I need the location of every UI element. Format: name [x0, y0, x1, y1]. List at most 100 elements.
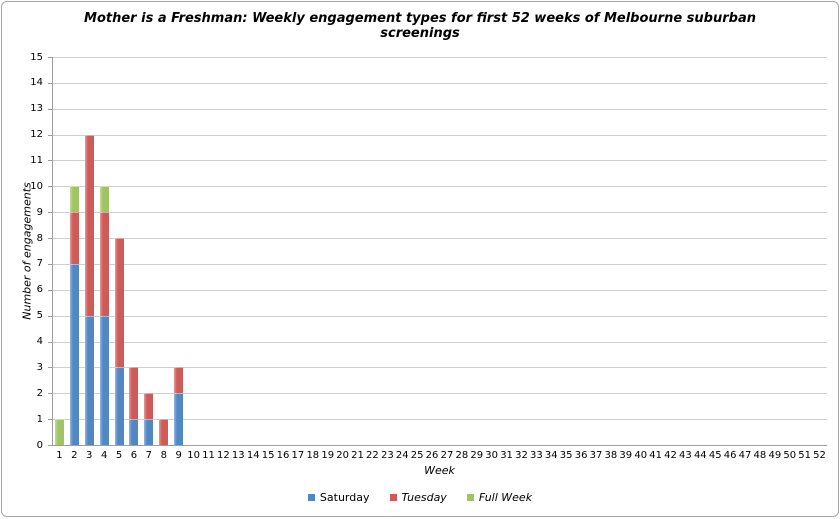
x-tick-label: 39: [619, 450, 633, 461]
x-tick-label: 52: [813, 450, 826, 461]
x-tick-label: 5: [115, 450, 123, 461]
x-tick-label: 23: [380, 450, 394, 461]
y-tick-label: 11: [30, 154, 43, 166]
gridline: [52, 108, 827, 110]
bar-segment-tuesday: [174, 367, 184, 394]
x-tick-label: 35: [559, 450, 573, 461]
y-tick-mark: [48, 289, 52, 291]
x-tick-label: 17: [291, 450, 305, 461]
gridline: [52, 263, 827, 265]
gridline: [52, 186, 827, 188]
y-tick-label: 3: [36, 361, 43, 373]
x-tick-label: 33: [529, 450, 543, 461]
x-tick-label: 24: [395, 450, 409, 461]
x-axis-line: [52, 445, 827, 446]
gridline: [52, 419, 827, 421]
bar-segment-saturday: [99, 315, 109, 445]
y-tick-mark: [48, 263, 52, 265]
y-tick-label: 13: [30, 103, 43, 115]
x-tick-label: 11: [202, 450, 215, 461]
y-tick-mark: [48, 445, 52, 446]
x-tick-label: 31: [500, 450, 513, 461]
gridline: [52, 289, 827, 291]
y-tick-mark: [48, 186, 52, 188]
x-tick-label: 10: [187, 450, 200, 461]
legend-item-full-week: Full Week: [466, 491, 532, 504]
x-tick-label: 8: [160, 450, 167, 461]
bar-segment-saturday: [129, 419, 139, 445]
gridline: [52, 57, 827, 58]
x-tick-label: 26: [425, 450, 439, 461]
x-tick-label: 30: [485, 450, 499, 461]
x-tick-label: 37: [589, 450, 603, 461]
gridline: [52, 160, 827, 162]
y-tick-label: 0: [36, 439, 43, 451]
y-tick-mark: [48, 108, 52, 110]
x-tick-label: 51: [798, 450, 811, 461]
x-tick-label: 22: [366, 450, 379, 461]
x-tick-label: 40: [634, 450, 648, 461]
gridline: [52, 393, 827, 395]
x-tick-label: 48: [753, 450, 767, 461]
chart-title: Mother is a Freshman: Weekly engagement …: [2, 11, 838, 41]
bar-segment-saturday: [174, 393, 184, 445]
y-tick-label: 10: [30, 180, 43, 192]
x-tick-label: 3: [86, 450, 93, 461]
x-tick-label: 45: [708, 450, 722, 461]
y-axis-line: [52, 57, 53, 445]
x-axis-title: Week: [424, 464, 455, 477]
gridline: [52, 315, 827, 317]
legend-swatch-icon: [466, 494, 474, 501]
x-tick-label: 13: [231, 450, 245, 461]
y-tick-label: 12: [30, 129, 43, 141]
bar-segment-tuesday: [84, 134, 94, 316]
x-tick-label: 21: [351, 450, 364, 461]
x-tick-label: 50: [783, 450, 797, 461]
gridline: [52, 341, 827, 343]
x-tick-label: 19: [321, 450, 335, 461]
x-tick-label: 32: [515, 450, 528, 461]
legend-label: Saturday: [319, 491, 370, 504]
x-tick-label: 46: [723, 450, 737, 461]
x-tick-label: 9: [175, 450, 182, 461]
x-tick-label: 27: [440, 450, 454, 461]
gridline: [52, 367, 827, 369]
x-tick-label: 47: [738, 450, 752, 461]
x-tick-label: 44: [693, 450, 707, 461]
gridline: [52, 212, 827, 214]
x-tick-label: 49: [768, 450, 782, 461]
y-tick-label: 6: [36, 284, 43, 296]
y-tick-label: 2: [36, 387, 43, 399]
y-tick-mark: [48, 315, 52, 317]
bar-segment-tuesday: [159, 419, 169, 445]
x-tick-label: 38: [604, 450, 618, 461]
x-tick-label: 16: [276, 450, 290, 461]
y-tick-label: 14: [30, 77, 43, 89]
x-tick-label: 29: [470, 450, 484, 461]
y-tick-label: 8: [36, 232, 43, 244]
bar-segment-full-week: [99, 186, 109, 213]
x-tick-label: 7: [145, 450, 153, 461]
x-tick-label: 2: [71, 450, 78, 461]
x-tick-label: 15: [261, 450, 275, 461]
legend: Saturday Tuesday Full Week: [2, 491, 838, 504]
gridline: [52, 134, 827, 136]
x-tick-label: 12: [217, 450, 230, 461]
y-tick-mark: [48, 393, 52, 395]
y-tick-mark: [48, 160, 52, 162]
y-tick-mark: [48, 238, 52, 240]
bar-segment-tuesday: [114, 238, 124, 368]
bar-segment-saturday: [114, 367, 124, 445]
bar-segment-full-week: [54, 419, 64, 445]
x-tick-label: 36: [574, 450, 588, 461]
x-tick-label: 34: [544, 450, 558, 461]
bar-segment-tuesday: [99, 212, 109, 316]
y-tick-mark: [48, 367, 52, 369]
x-tick-label: 1: [56, 450, 63, 461]
plot-area: [52, 57, 827, 445]
y-tick-label: 9: [36, 206, 43, 218]
y-tick-mark: [48, 134, 52, 136]
legend-swatch-icon: [307, 494, 315, 501]
x-tick-label: 28: [455, 450, 469, 461]
